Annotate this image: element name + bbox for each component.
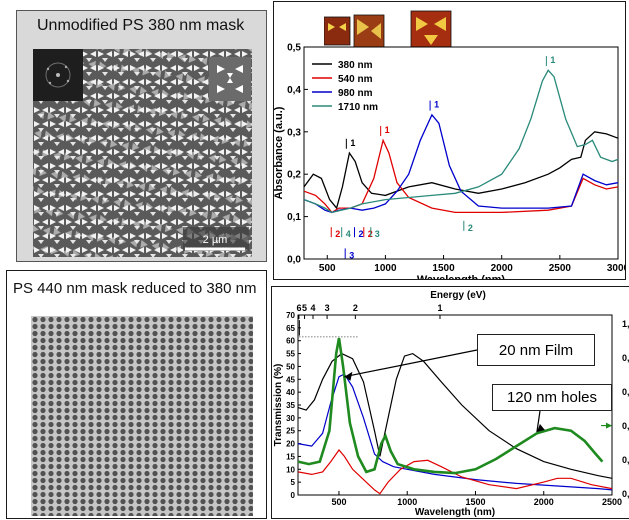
transmission-panel: 500 1000 1500 2000 2500 0 5 10 15 20 25 30 35 40 45 50 5… xyxy=(271,286,629,519)
x-tick-label: 500 xyxy=(331,497,346,507)
sem-image-triangles: 2 µm xyxy=(33,49,252,257)
absorbance-legend: 380 nm 540 nm 980 nm 1710 nm xyxy=(312,60,378,113)
x-tick-label: 1500 xyxy=(432,263,455,274)
series-line-980-nm xyxy=(303,113,619,214)
top-tick-label: 2 xyxy=(353,303,358,313)
y-tick-label: 25 xyxy=(286,427,295,436)
y-tick-label: 0,4 xyxy=(287,85,301,96)
y-tick-label: 65 xyxy=(286,324,295,333)
scale-label: 2 µm xyxy=(203,234,228,246)
y-tick-label: 0,2 xyxy=(287,170,301,181)
arrowhead xyxy=(344,371,353,381)
peak-label: 1 xyxy=(350,138,355,148)
top-tick-label: 3 xyxy=(325,303,330,313)
top-tick-label: 1 xyxy=(437,303,442,313)
legend-label: 540 nm xyxy=(338,74,373,85)
transmission-series-line xyxy=(297,449,613,495)
callout-holes: 120 nm holes xyxy=(492,384,612,411)
series-line-540-nm xyxy=(303,138,619,214)
y-tick-label: 30 xyxy=(286,414,295,423)
legend-label: 380 nm xyxy=(338,60,373,71)
dip-label: 2 xyxy=(468,223,473,233)
dip-label: 2 xyxy=(358,229,363,239)
top-axis-label: Energy (eV) xyxy=(430,290,486,301)
right-tick-label: 0, xyxy=(622,489,629,499)
peak-label: 1 xyxy=(385,125,390,135)
x-tick-label: 2500 xyxy=(602,497,622,507)
x-tick-label: 1000 xyxy=(397,497,417,507)
x-tick-label: 2500 xyxy=(549,263,572,274)
top-tick-label: 6 xyxy=(296,303,301,313)
dip-label: 2 xyxy=(335,229,340,239)
y-tick-label: 60 xyxy=(286,337,295,346)
callout-film: 20 nm Film xyxy=(477,334,595,366)
y-axis-label: Transmission (%) xyxy=(273,364,284,447)
y-tick-label: 10 xyxy=(286,465,295,474)
dip-label: 3 xyxy=(349,250,354,260)
transmission-series-line xyxy=(297,352,613,479)
y-tick-label: 15 xyxy=(286,452,295,461)
x-axis-label: Wavelength (nm) xyxy=(417,274,506,279)
transmission-series-line xyxy=(297,337,604,475)
y-tick-label: 40 xyxy=(286,388,295,397)
x-tick-label: 2000 xyxy=(534,497,554,507)
y-tick-label: 70 xyxy=(286,311,295,320)
y-tick-label: 55 xyxy=(286,350,295,359)
y-tick-label: 5 xyxy=(291,478,296,487)
y-tick-label: 0,0 xyxy=(287,255,301,266)
callout-arrow-film xyxy=(344,349,478,378)
x-tick-label: 2000 xyxy=(491,263,514,274)
x-tick-label: 1000 xyxy=(374,263,397,274)
absorbance-plot-frame xyxy=(303,46,619,260)
series-line-380-nm xyxy=(303,131,619,210)
peak-label: 1 xyxy=(550,55,555,65)
right-tick-label: 0, xyxy=(622,387,629,397)
legend-label: 1710 nm xyxy=(338,102,378,113)
y-tick-label: 20 xyxy=(286,440,295,449)
transmission-chart: 500 1000 1500 2000 2500051015202530354045505… xyxy=(273,290,629,518)
afm-thumbnails xyxy=(324,10,452,48)
right-tick-label: 0, xyxy=(622,455,629,465)
sem-panel-unmodified: Unmodified PS 380 nm mask xyxy=(16,10,267,262)
dip-label: 3 xyxy=(375,229,380,239)
caption-reduced: PS 440 nm mask reduced to 380 nm xyxy=(13,280,257,297)
series-line-1710-nm xyxy=(303,69,619,214)
y-tick-label: 0,1 xyxy=(287,212,301,223)
y-axis-label: Absorbance (a.u.) xyxy=(274,106,285,199)
legend-label: 980 nm xyxy=(338,88,373,99)
arrowhead xyxy=(536,424,545,432)
y-tick-label: 0,3 xyxy=(287,127,301,138)
right-tick-label: 1, xyxy=(622,319,629,329)
dip-label: 4 xyxy=(346,229,351,239)
caption-unmodified: Unmodified PS 380 nm mask xyxy=(37,17,245,34)
y-tick-label: 45 xyxy=(286,375,295,384)
right-tick-label: 0, xyxy=(622,353,629,363)
right-tick-label: 0, xyxy=(622,421,629,431)
peak-label: 1 xyxy=(434,100,439,110)
y-tick-label: 50 xyxy=(286,362,295,371)
top-tick-label: 5 xyxy=(302,303,307,313)
y-tick-label: 0,5 xyxy=(287,43,301,54)
x-tick-label: 1500 xyxy=(465,497,485,507)
y-tick-label: 35 xyxy=(286,401,295,410)
arrowhead xyxy=(606,422,612,429)
sem-image-holes xyxy=(31,316,253,516)
sem-panel-reduced: PS 440 nm mask reduced to 380 nm xyxy=(6,270,267,519)
x-tick-label: 500 xyxy=(319,263,336,274)
callout-arrow-holes xyxy=(536,410,541,433)
x-axis-label: Wavelength (nm) xyxy=(415,507,495,518)
top-tick-label: 4 xyxy=(311,303,316,313)
y-tick-label: 0 xyxy=(291,491,296,500)
